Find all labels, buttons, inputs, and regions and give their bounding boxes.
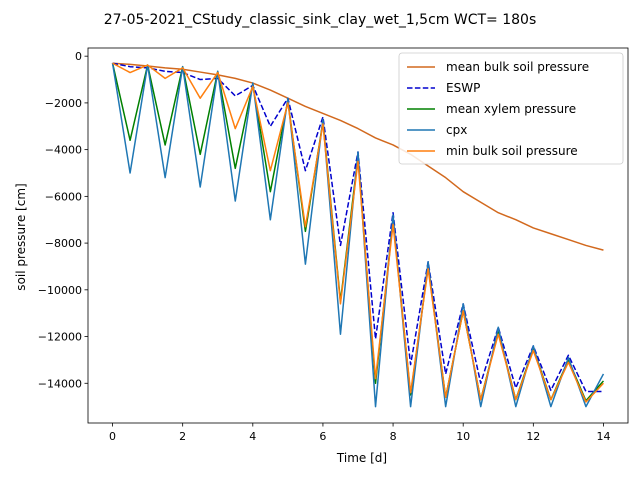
y-tick-label: 0 (75, 50, 82, 63)
y-axis-label: soil pressure [cm] (14, 183, 28, 290)
y-tick-label: −4000 (45, 144, 82, 157)
series-layer (111, 62, 605, 408)
legend-label: min bulk soil pressure (446, 144, 578, 158)
x-tick-label: 8 (390, 430, 397, 443)
x-tick-label: 0 (109, 430, 116, 443)
x-tick-label: 12 (526, 430, 540, 443)
series-line-4 (111, 63, 605, 408)
x-tick-label: 4 (249, 430, 256, 443)
legend-label: cpx (446, 123, 467, 137)
axes-layer: 0 2 4 6 8 10 12 14 0 −2000 −4000 −6000 −8000 −10000 −1… (38, 47, 629, 443)
y-tick-label: −12000 (38, 331, 82, 344)
x-tick-label: 14 (596, 430, 610, 443)
x-tick-label: 10 (456, 430, 470, 443)
series-line-5 (112, 62, 604, 403)
y-tick-label: −2000 (45, 97, 82, 110)
x-tick-label: 2 (179, 430, 186, 443)
series-line-1 (112, 62, 604, 251)
legend-label: ESWP (446, 81, 480, 95)
x-tick-label: 6 (319, 430, 326, 443)
legend-box (398, 52, 624, 165)
y-tick-label: −14000 (38, 377, 82, 390)
x-axis-label: Time [d] (336, 451, 387, 465)
legend-label: mean bulk soil pressure (446, 60, 589, 74)
plot-frame (87, 47, 629, 424)
legend: mean bulk soil pressure ESWP mean xylem pr… (398, 52, 624, 165)
legend-label: mean xylem pressure (446, 102, 576, 116)
y-tick-label: −8000 (45, 237, 82, 250)
y-tick-label: −6000 (45, 190, 82, 203)
y-tick-label: −10000 (38, 284, 82, 297)
chart-title: 27-05-2021_CStudy_classic_sink_clay_wet_… (104, 12, 536, 28)
